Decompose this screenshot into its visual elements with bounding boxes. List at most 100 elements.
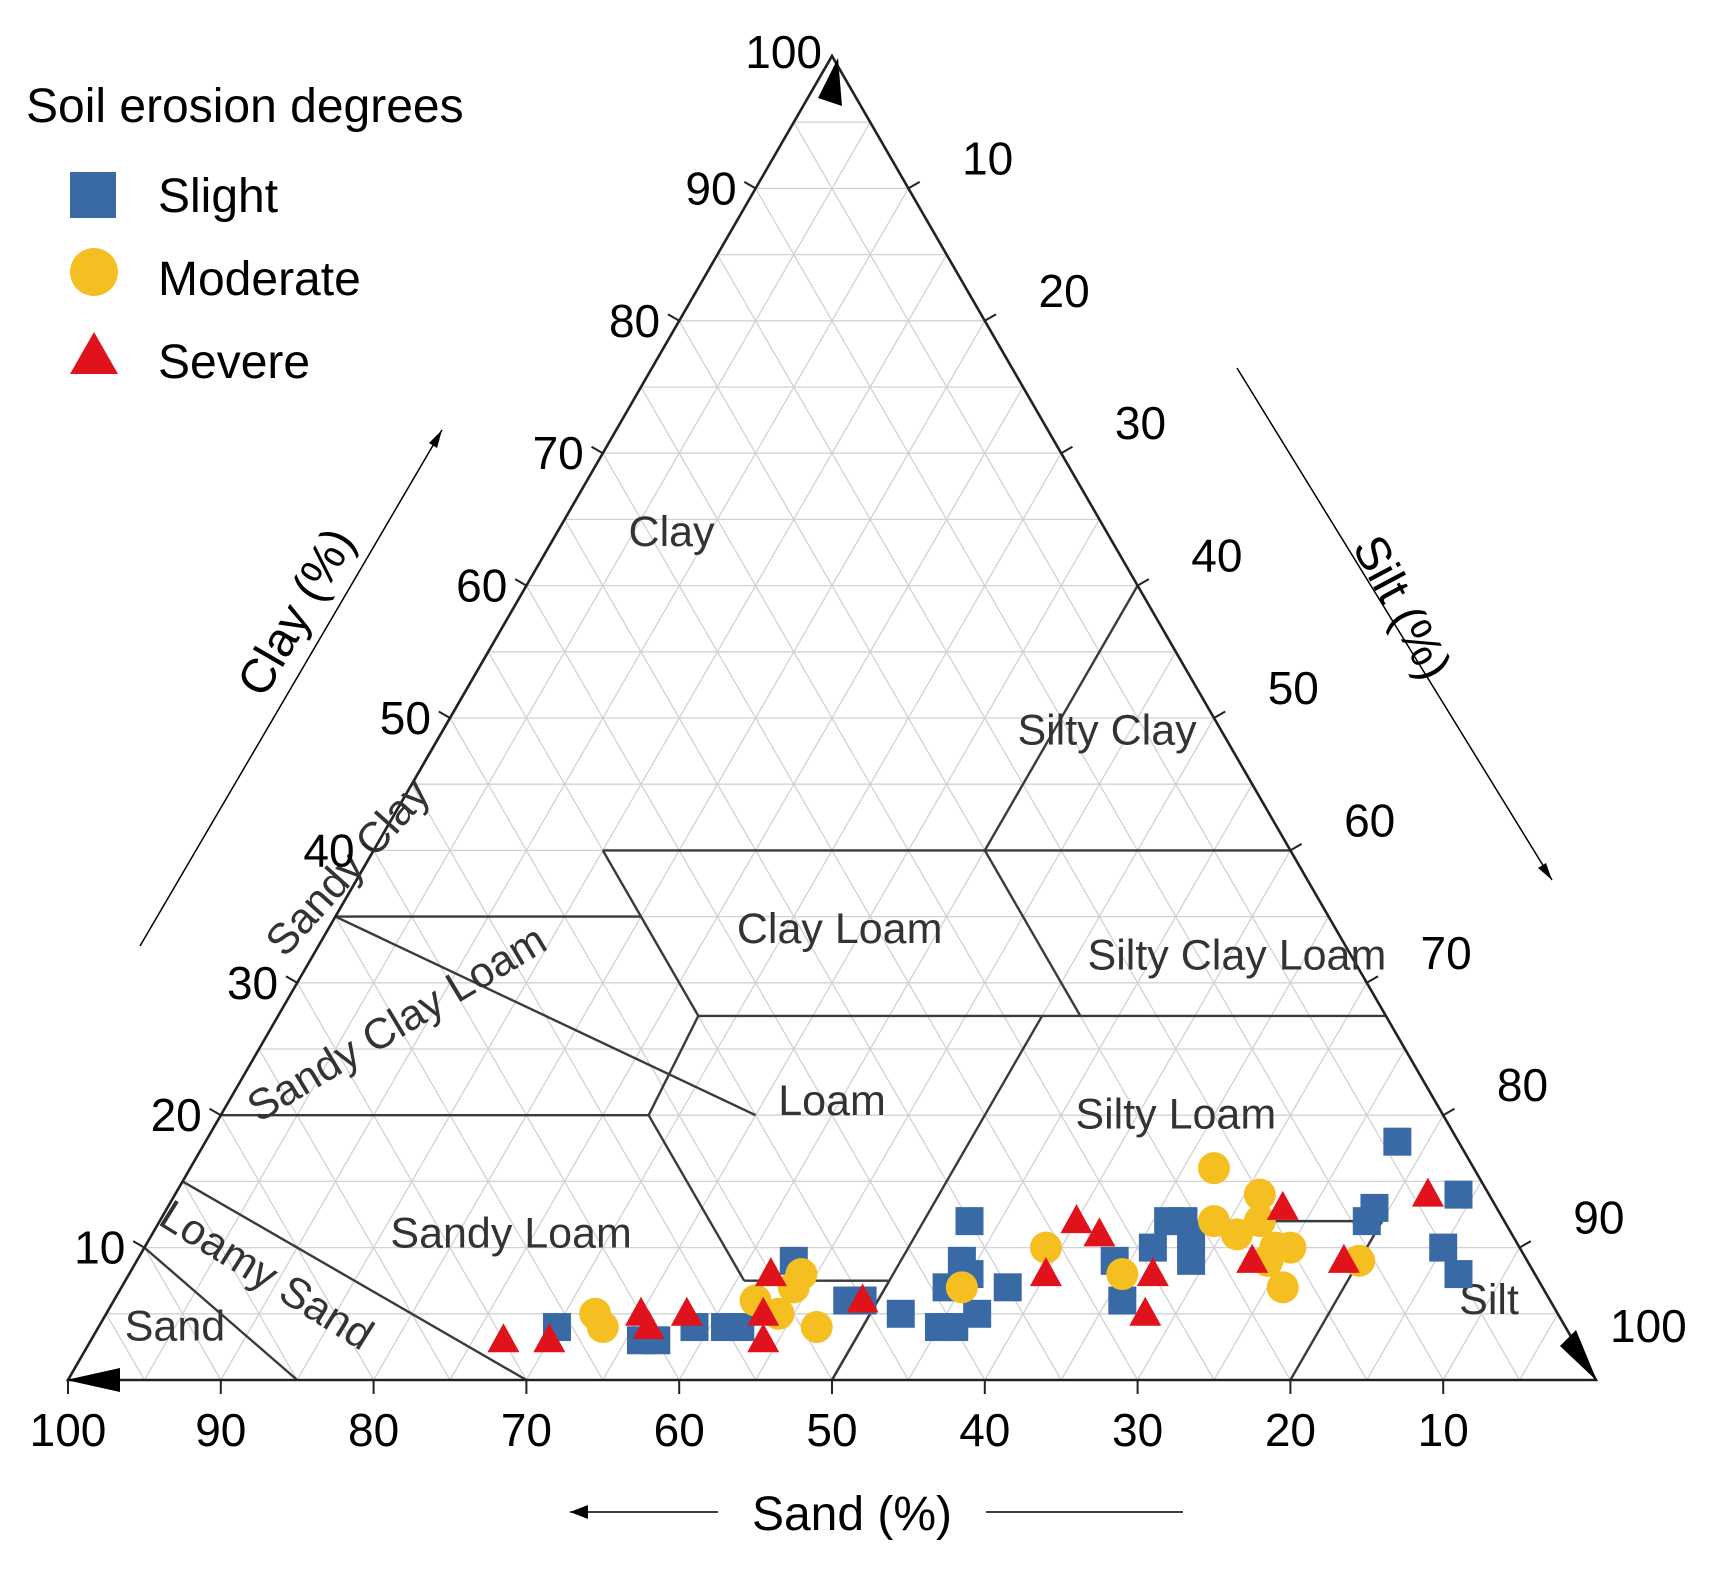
silt-axis-arrow-line [1236, 367, 1553, 881]
clay-tick-label: 50 [380, 692, 431, 744]
silt-tick-mark [1213, 710, 1226, 719]
silt-tick-mark [1137, 578, 1150, 587]
sand-tick-label: 90 [195, 1404, 246, 1456]
legend-slight-marker [70, 172, 116, 218]
point-slight [1108, 1286, 1137, 1315]
point-slight [955, 1207, 984, 1236]
axis-ticks: 10 20 30 40 50 60 70 80 90 100 10 20 30 40 50 60 70 80 90 1… [30, 26, 1687, 1456]
clay-axis-arrowhead [429, 430, 442, 448]
sand-tick-label: 70 [501, 1404, 552, 1456]
silt-tick-mark [907, 181, 921, 190]
point-slight [963, 1299, 992, 1328]
clay-tick-mark [591, 445, 604, 455]
region-label-silty-loam: Silty Loam [1075, 1090, 1276, 1138]
clay-tick-mark [514, 578, 527, 587]
point-moderate [1106, 1258, 1139, 1291]
point-slight [726, 1313, 755, 1342]
silt-tick-mark [1289, 843, 1303, 852]
silt-axis-title: Silt (%) [1342, 527, 1461, 688]
grid-line-silt [296, 254, 948, 1381]
silt-tick-mark [984, 313, 997, 322]
clay-tick-label: 70 [533, 427, 584, 479]
clay-tick-label: 40 [303, 824, 354, 876]
class-boundary-line [983, 849, 1082, 1017]
legend-severe-label: Severe [158, 336, 310, 389]
clay-tick-label: 90 [685, 162, 736, 214]
point-severe [670, 1296, 703, 1326]
sand-axis-title-background [718, 1482, 986, 1542]
silt-tick-label: 70 [1420, 927, 1471, 979]
point-moderate [800, 1311, 833, 1344]
sand-tick-label: 80 [348, 1404, 399, 1456]
sand-tick-label: 50 [806, 1404, 857, 1456]
clay-tick-label: 30 [227, 957, 278, 1009]
point-severe [1060, 1204, 1093, 1234]
class-boundary-line [334, 915, 757, 1117]
grid-line-silt [449, 386, 1024, 1381]
point-slight [1360, 1193, 1389, 1222]
point-severe [1136, 1257, 1169, 1287]
grid-line-silt [1519, 1313, 1559, 1381]
legend-slight-label: Slight [158, 170, 278, 223]
grid-line-silt [1366, 1181, 1482, 1381]
grid-line-silt [143, 121, 871, 1381]
silt-tick-label: 10 [962, 132, 1013, 184]
grid-line-sand [105, 1313, 145, 1381]
grid-line-sand [640, 386, 1215, 1381]
point-moderate [785, 1258, 818, 1291]
silt-tick-label: 100 [1610, 1300, 1687, 1352]
point-slight [993, 1273, 1022, 1302]
class-boundary-line [830, 1015, 1044, 1381]
region-label-silty-clay-loam: Silty Clay Loam [1088, 932, 1387, 980]
legend-moderate-marker [70, 248, 118, 296]
sand-axis-arrowhead [570, 1505, 588, 1519]
clay-tick-mark [667, 313, 680, 322]
region-label-silty-clay: Silty Clay [1017, 706, 1197, 754]
silt-apex-arrowhead [1560, 1330, 1597, 1381]
point-slight [947, 1246, 976, 1275]
point-severe [1236, 1243, 1269, 1273]
point-moderate [1266, 1271, 1299, 1304]
grid-line-silt [602, 519, 1100, 1381]
silt-tick-label: 20 [1038, 265, 1089, 317]
class-boundary-line [601, 849, 700, 1017]
legend-severe-marker [70, 332, 118, 374]
region-label-sand: Sand [125, 1302, 225, 1350]
point-moderate [1274, 1231, 1307, 1264]
point-severe [533, 1323, 566, 1353]
point-moderate [586, 1311, 619, 1344]
point-slight [1177, 1246, 1206, 1275]
point-severe [1411, 1177, 1444, 1207]
class-boundary-line [983, 585, 1139, 851]
point-slight [886, 1299, 915, 1328]
silt-tick-mark [1442, 1107, 1455, 1117]
sand-tick-label: 60 [654, 1404, 705, 1456]
class-boundary-line [143, 1246, 298, 1381]
region-label-sandy-loam: Sandy Loam [390, 1210, 631, 1258]
point-moderate [1243, 1178, 1276, 1211]
clay-tick-mark [361, 843, 375, 852]
clay-tick-label: 20 [151, 1089, 202, 1141]
class-boundary-line [647, 1114, 746, 1282]
point-slight [1444, 1180, 1473, 1209]
grid-line-sand [182, 1181, 298, 1381]
point-severe [1266, 1190, 1299, 1220]
grid-line-sand [143, 1247, 222, 1381]
silt-tick-label: 40 [1191, 530, 1242, 582]
silt-tick-label: 60 [1344, 794, 1395, 846]
grid-line-sand [258, 1048, 451, 1381]
silt-tick-label: 30 [1115, 397, 1166, 449]
clay-tick-label: 80 [609, 295, 660, 347]
grid-lines [105, 121, 1559, 1381]
point-severe [1327, 1243, 1360, 1273]
point-severe [1083, 1217, 1116, 1247]
silt-tick-mark [1366, 975, 1379, 984]
class-boundary-line [181, 1180, 528, 1382]
silt-tick-mark [1060, 445, 1073, 455]
sand-tick-label: 10 [1418, 1404, 1469, 1456]
region-label-clay: Clay [629, 508, 716, 556]
point-slight [1444, 1260, 1473, 1289]
clay-tick-label: 100 [745, 26, 822, 78]
point-moderate [1029, 1231, 1062, 1264]
